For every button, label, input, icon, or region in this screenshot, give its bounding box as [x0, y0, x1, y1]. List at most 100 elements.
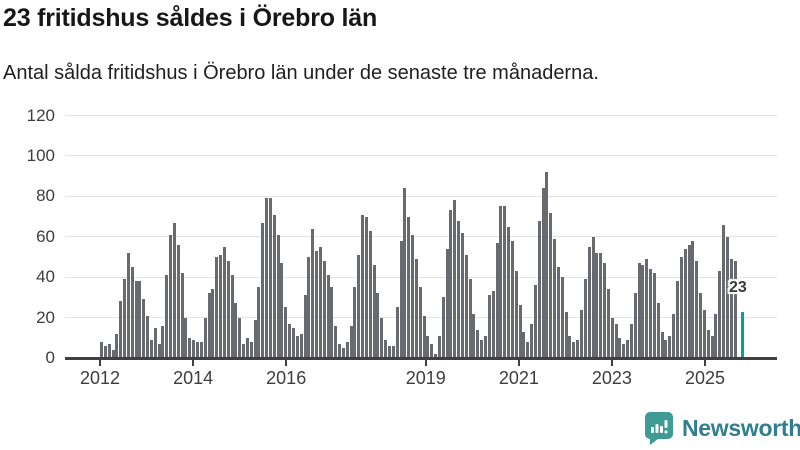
- chart-subtitle: Antal sålda fritidshus i Örebro län unde…: [3, 62, 599, 84]
- bar: [695, 261, 699, 358]
- bar: [637, 263, 641, 358]
- bar: [449, 210, 453, 358]
- bar: [595, 252, 599, 358]
- bar: [215, 256, 219, 358]
- gridline: [65, 276, 777, 278]
- gridline: [65, 236, 777, 238]
- x-tick-label: 2014: [173, 368, 214, 388]
- x-axis-tick: [192, 359, 195, 366]
- bar: [560, 277, 564, 358]
- y-tick-label: 80: [36, 186, 55, 206]
- bar: [134, 281, 138, 358]
- bar: [418, 287, 422, 358]
- bar: [549, 212, 553, 358]
- bar: [576, 339, 580, 358]
- bar: [184, 317, 188, 358]
- x-tick-label: 2021: [498, 368, 539, 388]
- bar: [660, 331, 664, 358]
- x-tick-label: 2012: [79, 368, 121, 388]
- newsworthy-logo-icon: [645, 412, 673, 445]
- bar: [683, 248, 687, 358]
- bar: [679, 256, 683, 358]
- bar: [376, 293, 380, 358]
- y-tick-label: 0: [45, 348, 55, 367]
- bar: [138, 281, 142, 358]
- bar: [357, 254, 361, 358]
- bar: [606, 289, 610, 358]
- bar: [464, 254, 468, 358]
- bar: [207, 293, 211, 358]
- bar: [188, 337, 192, 358]
- bar: [330, 287, 334, 358]
- bar: [284, 307, 288, 358]
- gridline: [65, 115, 777, 116]
- bar: [192, 339, 196, 358]
- bar: [699, 293, 703, 358]
- bar: [399, 240, 403, 358]
- bar: [169, 234, 173, 358]
- bar: [545, 172, 549, 358]
- bar: [180, 273, 184, 358]
- bar: [242, 343, 246, 358]
- bar: [318, 246, 322, 358]
- bar: [445, 248, 449, 358]
- bar: [326, 275, 330, 358]
- newsworthy-wordmark: Newsworthy: [682, 415, 800, 441]
- bar: [238, 317, 242, 358]
- bar: [668, 335, 672, 358]
- bar: [311, 228, 315, 358]
- bar: [434, 353, 438, 358]
- bar: [249, 341, 253, 358]
- bar: [610, 317, 614, 358]
- bar: [407, 216, 411, 358]
- bar: [253, 319, 257, 358]
- bar: [676, 281, 679, 358]
- gridline: [65, 195, 777, 197]
- bar: [230, 275, 234, 358]
- bar: [725, 236, 729, 358]
- bar: [295, 335, 299, 358]
- bar: [687, 244, 691, 358]
- x-axis-tick: [610, 359, 613, 366]
- y-tick-label: 20: [36, 307, 55, 327]
- bar: [641, 265, 645, 358]
- x-axis-tick: [704, 359, 706, 366]
- bar: [107, 343, 111, 358]
- bar: [649, 269, 653, 358]
- bar: [480, 339, 484, 358]
- newsworthy-logo: Newsworthy: [645, 412, 800, 445]
- x-axis-tick: [99, 359, 101, 366]
- bar: [533, 285, 537, 358]
- bar: [633, 293, 637, 358]
- bar: [457, 220, 461, 358]
- bar: [422, 315, 426, 358]
- bar: [526, 341, 530, 358]
- bar: [430, 343, 434, 358]
- highlight-bar: [741, 311, 745, 358]
- bar: [142, 299, 146, 358]
- bar: [714, 313, 718, 358]
- bar: [388, 345, 391, 358]
- bar: [315, 250, 319, 358]
- bar: [123, 279, 127, 358]
- bar: [591, 236, 595, 358]
- bar: [226, 261, 230, 358]
- bar: [729, 258, 733, 358]
- bar: [196, 341, 199, 358]
- bar: [176, 244, 180, 358]
- x-axis-tick: [285, 359, 288, 366]
- bar: [587, 246, 591, 358]
- highlight-value-label: 23: [729, 279, 747, 296]
- bar: [280, 263, 284, 358]
- bar: [568, 335, 572, 358]
- x-axis-tick: [517, 359, 520, 366]
- bar: [507, 226, 511, 358]
- bar: [664, 339, 668, 358]
- bar: [487, 295, 491, 358]
- bar: [119, 301, 123, 358]
- bar: [453, 200, 457, 358]
- x-tick-label: 2016: [266, 368, 307, 388]
- bar: [722, 224, 726, 358]
- bar: [541, 188, 545, 358]
- bar: [245, 337, 249, 358]
